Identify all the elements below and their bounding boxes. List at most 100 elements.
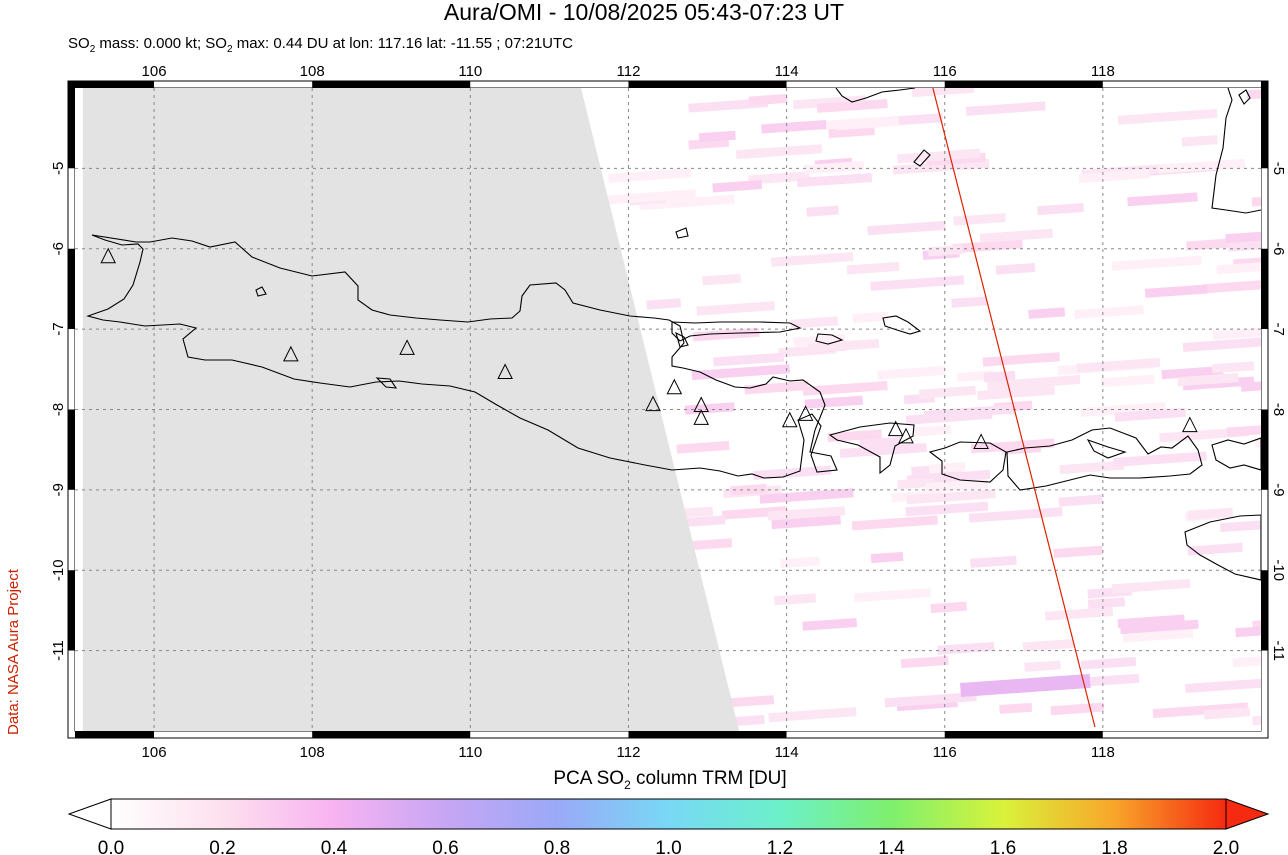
- so2-swath-pixel: [696, 301, 775, 316]
- so2-swath-pixel: [1181, 135, 1218, 147]
- so2-swath-pixel: [1226, 425, 1261, 437]
- colorbar-title: PCA SO2 column TRM [DU]: [0, 768, 1288, 792]
- lat-tick-label-right: -7: [1270, 322, 1287, 335]
- so2-swath-pixel: [761, 119, 827, 134]
- coast-lombok: [928, 441, 1007, 483]
- so2-swath-pixel: [906, 489, 996, 505]
- lat-tick-label-left: -11: [50, 640, 67, 661]
- colorbar-tick-label: 1.4: [878, 838, 905, 855]
- so2-swath-pixel: [897, 477, 934, 490]
- lat-tick-label-left: -7: [50, 322, 67, 335]
- so2-swath-pixel: [1100, 374, 1155, 388]
- colorbar-tick-label: 1.2: [767, 838, 793, 855]
- coast-island-sapudi: [815, 333, 844, 345]
- so2-swath-pixel: [979, 228, 1053, 243]
- colorbar-over-arrow: [1225, 798, 1270, 830]
- lon-tick-label-top: 112: [617, 63, 641, 80]
- so2-swath-pixel: [759, 488, 854, 504]
- frame-segment-left: [68, 81, 75, 169]
- so2-swath-pixel: [1127, 192, 1198, 207]
- so2-swath-pixel: [912, 424, 952, 437]
- so2-swaths: [606, 88, 1261, 727]
- frame-segment-bottom: [944, 731, 1103, 738]
- so2-swath-pixel: [1074, 305, 1144, 319]
- so2-swath-pixel: [1087, 597, 1126, 609]
- volcano-icon: [283, 345, 299, 362]
- coast-bali: [828, 422, 915, 475]
- so2-swath-pixel: [925, 479, 989, 493]
- lat-tick-label-left: -8: [50, 403, 67, 416]
- subtitle-subscript-1: 2: [89, 44, 96, 55]
- so2-swath-pixel: [1076, 357, 1161, 373]
- so2-swath-pixel: [768, 707, 857, 723]
- so2-swath-pixel: [713, 352, 785, 367]
- map-subtitle: SO2 mass: 0.000 kt; SO2 max: 0.44 DU at …: [68, 35, 573, 55]
- coast-java: [86, 234, 838, 479]
- gridlines: [75, 88, 1261, 731]
- frame-segment-top: [68, 81, 155, 88]
- volcano-icon: [797, 405, 814, 421]
- so2-swath-pixel: [1114, 407, 1186, 422]
- lat-tick-label-right: -8: [1270, 403, 1287, 416]
- volcano-icon: [645, 395, 661, 412]
- so2-swath-pixel: [1158, 158, 1246, 174]
- frame-segment-left: [68, 489, 75, 571]
- so2-swath-pixel: [1152, 702, 1249, 719]
- so2-swath-pixel: [721, 506, 788, 520]
- coast-flores: [1211, 437, 1261, 471]
- frame-segment-right: [1261, 81, 1268, 169]
- subtitle-text-3: max: 0.44 DU at lon: 117.16 lat: -11.55 …: [232, 35, 573, 52]
- frame-segment-left: [68, 650, 75, 738]
- lon-tick-label-bottom: 116: [933, 744, 957, 761]
- so2-swath-pixel: [1059, 460, 1125, 475]
- so2-swath-pixel: [983, 370, 1016, 382]
- so2-swath-pixel: [930, 601, 967, 614]
- so2-swath-pixel: [970, 438, 1055, 454]
- lat-tick-label-right: -5: [1270, 162, 1287, 175]
- so2-swath-pixel: [744, 381, 809, 395]
- frame-segment-top: [154, 81, 313, 88]
- coast-island-c: [913, 149, 931, 167]
- lon-tick-label-top: 116: [933, 63, 957, 80]
- frame-segment-right: [1261, 168, 1268, 249]
- frame-segment-top: [470, 81, 629, 88]
- colorbar-ticks: 0.0 0.2 0.4 0.6 0.8 1.0 1.2 1.4 1.6 1.8 2.0: [98, 838, 1239, 855]
- so2-swath-pixel: [1113, 451, 1207, 467]
- so2-swath-pixel: [792, 95, 867, 110]
- orbit-track-line: [932, 88, 1096, 728]
- so2-swath-pixel: [952, 239, 1023, 254]
- so2-swath-pixel: [982, 352, 1061, 367]
- so2-swath-pixel: [771, 252, 854, 267]
- frame-segment-right: [1261, 329, 1268, 410]
- so2-swath-pixel: [774, 593, 817, 606]
- so2-swath-pixel: [802, 380, 888, 396]
- so2-swath-pixel: [1212, 325, 1261, 340]
- frame-segment-bottom: [312, 731, 471, 738]
- colorbar-title-text-2: column TRM [DU]: [630, 768, 787, 789]
- volcano-icon: [973, 433, 989, 449]
- lat-tick-label-right: -11: [1270, 640, 1287, 661]
- lon-tick-label-bottom: 106: [142, 744, 167, 761]
- so2-swath-pixel: [900, 655, 949, 669]
- volcano-icon: [898, 427, 914, 444]
- so2-swath-pixel: [771, 515, 841, 530]
- colorbar-tick-label: 0.0: [98, 838, 124, 855]
- so2-swath-pixel: [748, 93, 788, 106]
- frame-segment-left: [68, 570, 75, 651]
- so2-swath-pixel: [846, 261, 900, 275]
- so2-swath-pixel: [1117, 108, 1218, 125]
- lon-tick-label-top: 106: [142, 63, 167, 80]
- so2-swath-pixel: [702, 273, 741, 286]
- so2-swath-pixel: [680, 515, 726, 528]
- colorbar-title-subscript: 2: [624, 777, 631, 792]
- so2-swath-pixel: [824, 117, 880, 130]
- so2-swath-pixel: [1187, 542, 1243, 556]
- so2-swath-pixel: [796, 172, 873, 188]
- frame-segment-right: [1261, 248, 1268, 330]
- frame-segment-top: [1102, 81, 1268, 88]
- so2-swath-pixel: [970, 555, 1017, 568]
- subtitle-subscript-2: 2: [226, 44, 233, 55]
- so2-swath-pixel: [1177, 373, 1239, 387]
- lon-tick-label-bottom: 114: [775, 744, 799, 761]
